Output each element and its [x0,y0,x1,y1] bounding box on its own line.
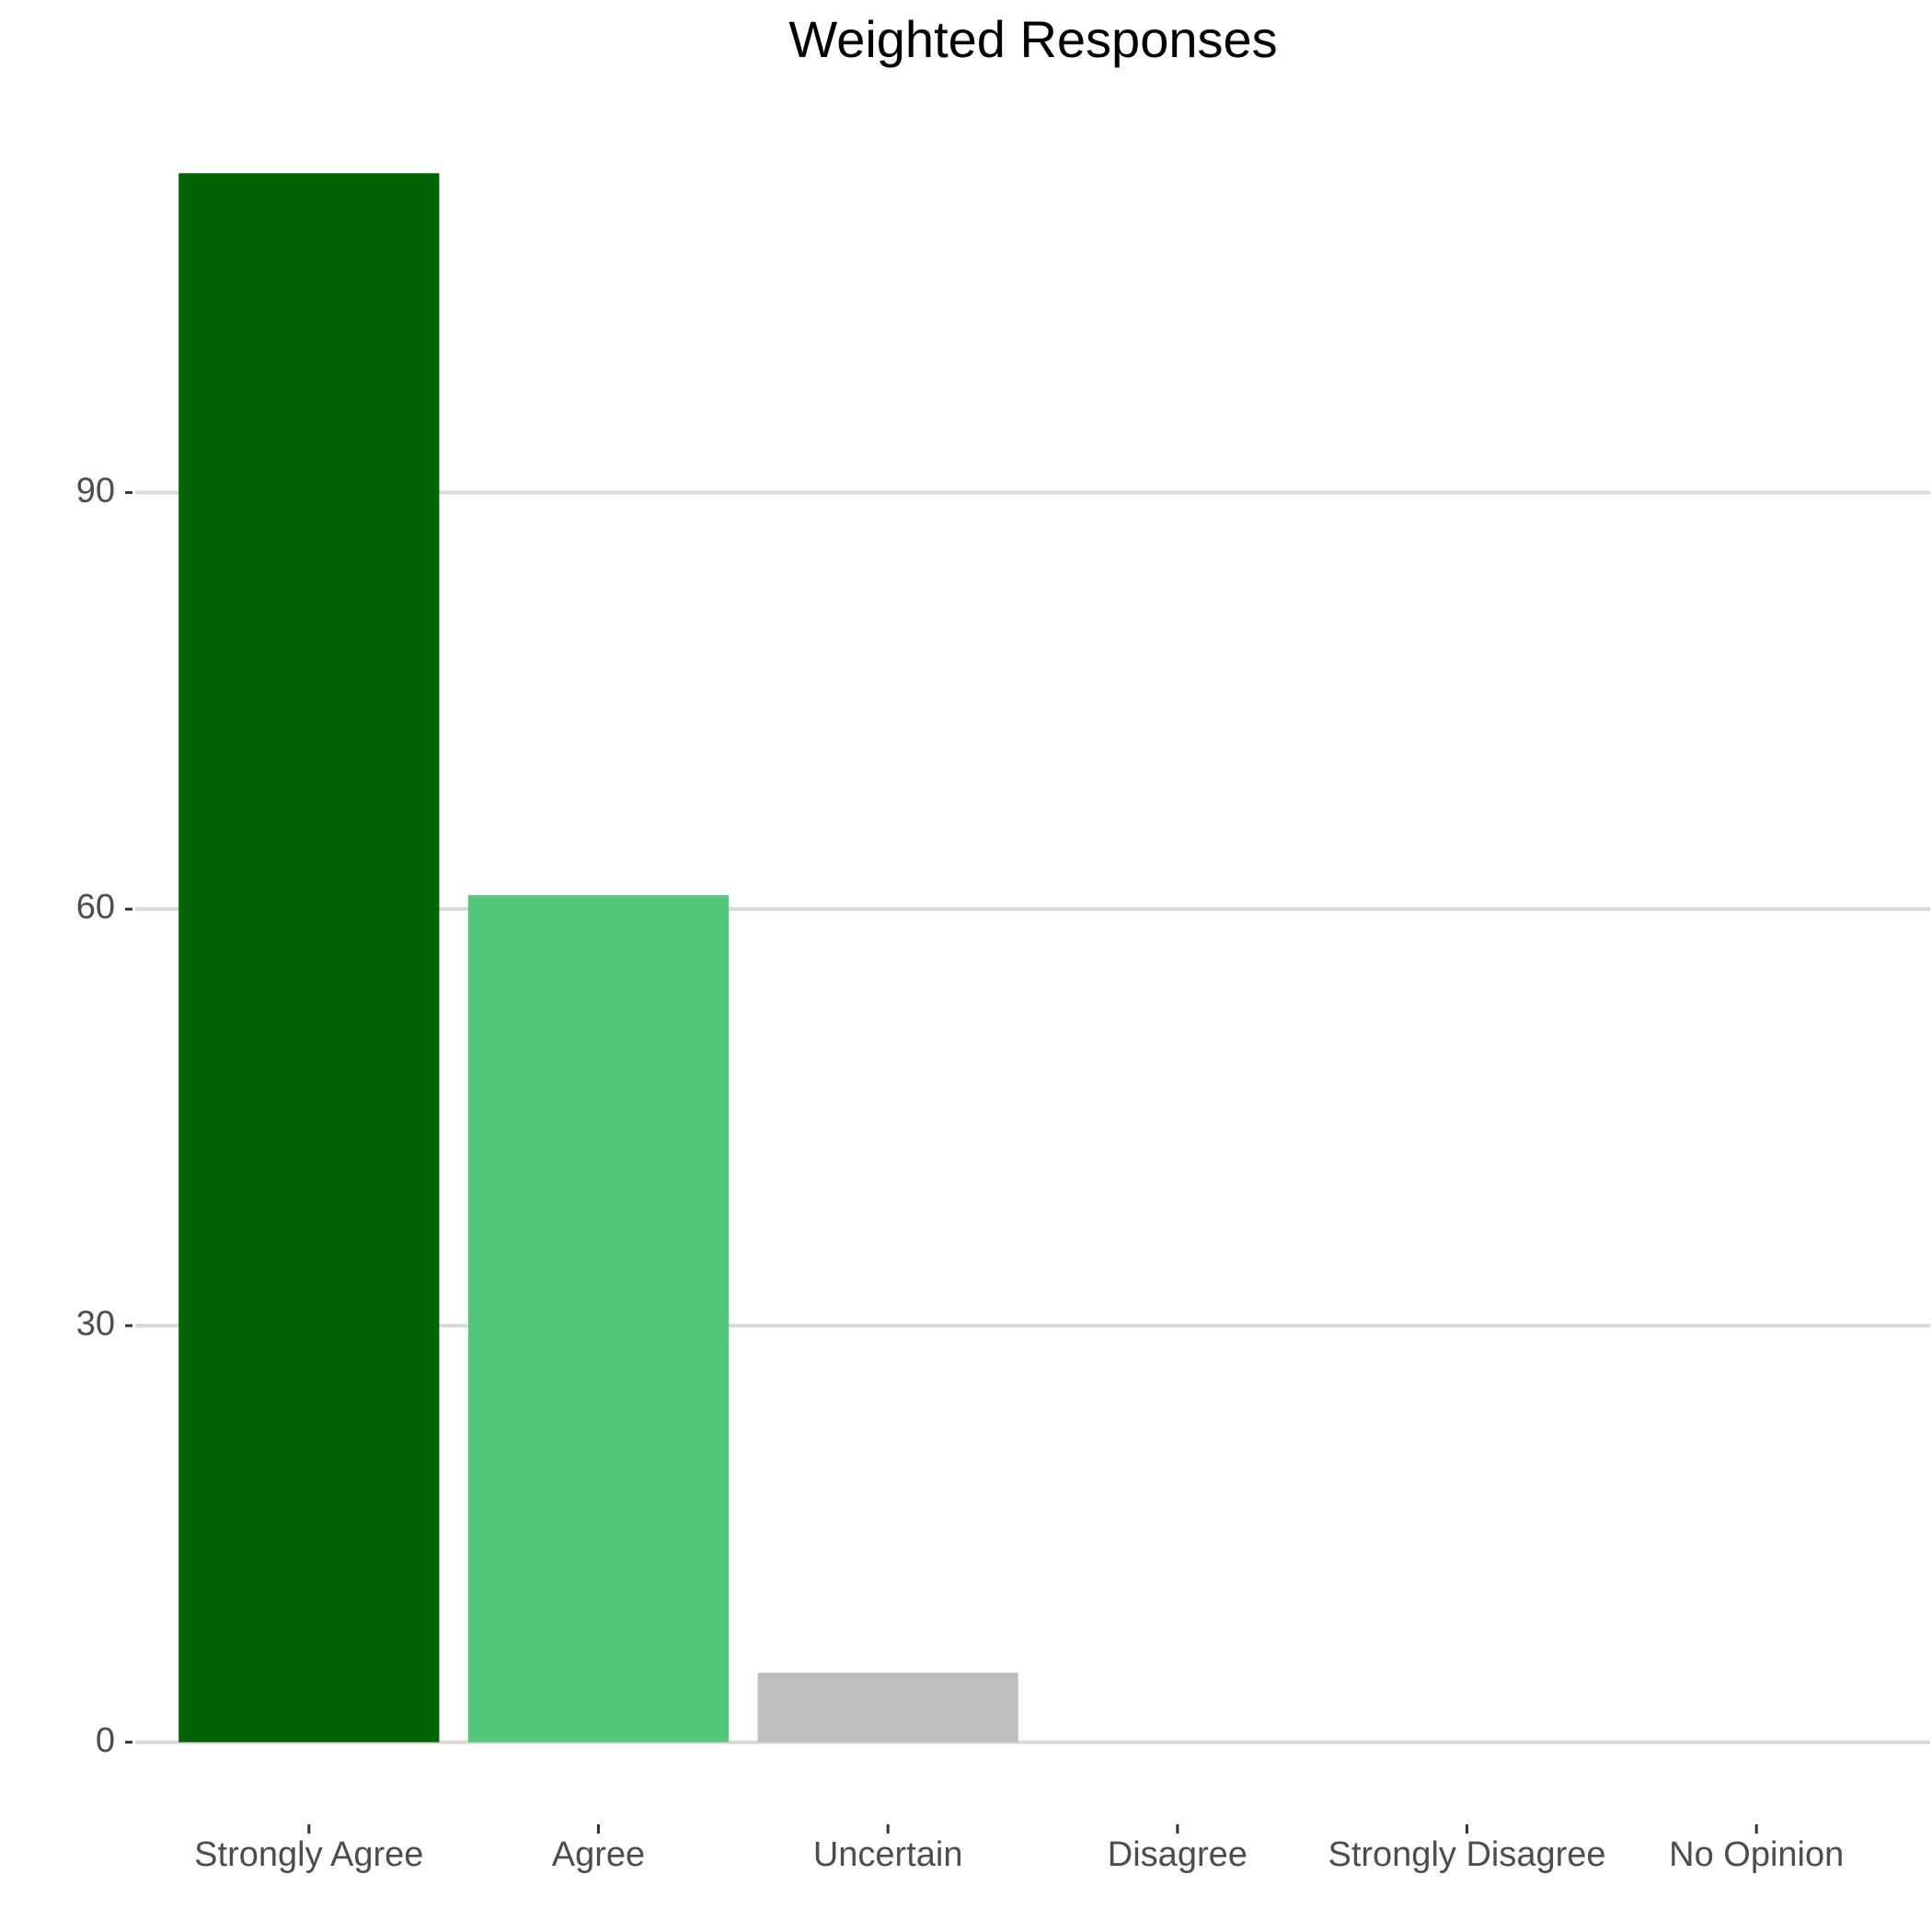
y-tick-label: 30 [76,1305,115,1343]
bar [467,895,730,1742]
x-tick-label: Uncertain [813,1835,963,1874]
y-tick-label: 0 [96,1721,115,1760]
bar [178,173,440,1742]
chart-title: Weighted Responses [788,10,1277,68]
x-tick-label: Strongly Agree [194,1835,423,1874]
y-tick-label: 90 [76,471,115,510]
x-tick-label: No Opinion [1669,1835,1844,1874]
x-tick-label: Strongly Disagree [1328,1835,1605,1874]
bar [757,1673,1018,1742]
x-tick-label: Agree [552,1835,645,1874]
y-tick-label: 60 [76,888,115,926]
x-tick-label: Disagree [1108,1835,1248,1874]
